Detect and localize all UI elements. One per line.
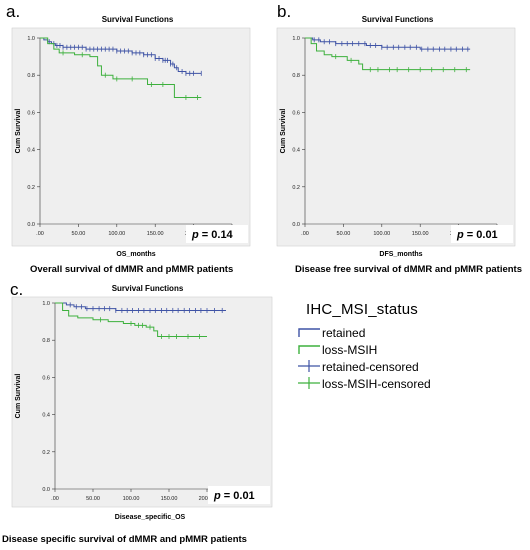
p-value-box (451, 225, 513, 243)
y-tick-label: 0.4 (27, 148, 35, 154)
panel-b: b. Survival Functions .00 50.00 100.00 150.… (265, 0, 530, 275)
legend-label: loss-MSIH (322, 343, 378, 357)
legend-step-line (298, 328, 320, 337)
series-line-loss-MSIH (55, 302, 207, 337)
panel-letter: a. (6, 2, 21, 21)
x-tick-label: 150.00 (147, 231, 164, 237)
y-tick-label: 0.0 (27, 222, 35, 228)
legend-censor-swatch (298, 360, 320, 372)
legend-title: IHC_MSI_status (306, 301, 419, 318)
legend-label: loss-MSIH-censored (322, 377, 431, 391)
x-axis-label: DFS_months (379, 251, 422, 258)
y-axis-label: Cum Survival (15, 109, 22, 154)
y-tick-label: 0.0 (292, 222, 300, 228)
panel-a: a. Survival Functions .00 50.00 100.00 150.… (0, 0, 265, 275)
x-tick-label: 50.00 (337, 231, 351, 237)
p-value-box (208, 486, 270, 504)
y-tick-label: 0.0 (42, 487, 50, 493)
chart-caption: Disease free survival of dMMR and pMMR p… (295, 264, 522, 275)
survival-chart-dfs: .0050.00100.00150.00200.00250.000.00.20.… (276, 27, 516, 258)
y-tick-label: 0.2 (27, 185, 35, 191)
legend: IHC_MSI_status retained loss-MSIH retained… (298, 301, 488, 411)
p-value-box (186, 225, 248, 243)
x-axis-label: Disease_specific_OS (115, 514, 186, 521)
x-tick-label: 50.00 (72, 231, 86, 237)
y-tick-label: 0.8 (27, 73, 35, 79)
y-tick-label: 0.8 (292, 73, 300, 79)
y-axis-label: Cum Survival (15, 374, 22, 419)
plot-background (276, 27, 516, 247)
legend-item-loss-MSIH: loss-MSIH (298, 341, 488, 358)
plot-background (11, 27, 251, 247)
y-tick-label: 0.6 (27, 110, 35, 116)
panel-letter: b. (277, 2, 292, 21)
legend-item-retained: retained (298, 324, 488, 341)
legend-line-swatch (298, 328, 320, 337)
panel-letter: c. (10, 280, 24, 299)
panel-c: c. Survival Functions .00 50.00 100.00 150.… (0, 280, 290, 550)
legend-censor-swatch (298, 377, 320, 389)
legend-line-swatch (298, 345, 320, 354)
x-tick-label: 100.00 (123, 496, 140, 502)
chart-title: Survival Functions (111, 284, 184, 293)
y-tick-label: 1.0 (42, 301, 50, 307)
p-value-text: p = 0.01 (213, 490, 255, 502)
chart-caption: Disease specific survival of dMMR and pM… (2, 534, 247, 545)
x-tick-label: 50.00 (86, 496, 100, 502)
legend-item-retained-censored: retained-censored (298, 358, 488, 375)
survival-chart-os: .0050.00100.00150.00200.00250.000.00.20.… (11, 27, 251, 258)
chart-caption: Overall survival of dMMR and pMMR patien… (30, 264, 234, 275)
x-axis-label: OS_months (116, 251, 155, 258)
y-tick-label: 0.2 (42, 450, 50, 456)
plot-background (11, 296, 273, 508)
chart-title: Survival Functions (361, 15, 434, 24)
x-tick-label: .00 (36, 231, 44, 237)
x-tick-label: 100.00 (108, 231, 125, 237)
legend-step-line (298, 345, 320, 354)
x-tick-label: 100.00 (373, 231, 390, 237)
p-value-text: p = 0.14 (191, 229, 234, 241)
y-tick-label: 0.8 (42, 338, 50, 344)
y-tick-label: 0.6 (292, 110, 300, 116)
y-tick-label: 1.0 (292, 36, 300, 42)
y-tick-label: 1.0 (27, 36, 35, 42)
x-tick-label: 150.00 (412, 231, 429, 237)
y-tick-label: 0.4 (292, 148, 300, 154)
p-value-text: p = 0.01 (456, 229, 498, 241)
legend-label: retained (322, 326, 366, 340)
y-tick-label: 0.4 (42, 413, 50, 419)
series-line-loss-MSIH (305, 37, 471, 71)
legend-item-loss-MSIH-censored: loss-MSIH-censored (298, 375, 488, 392)
x-tick-label: .00 (301, 231, 309, 237)
y-axis-label: Cum Survival (280, 109, 287, 154)
survival-chart-dss: .0050.00100.00150.00200.00250.000.00.20.… (11, 296, 273, 521)
x-tick-label: 150.00 (161, 496, 178, 502)
x-tick-label: 200.00 (199, 496, 216, 502)
y-tick-label: 0.2 (292, 185, 300, 191)
x-tick-label: .00 (51, 496, 59, 502)
chart-title: Survival Functions (101, 15, 174, 24)
legend-label: retained-censored (322, 360, 419, 374)
y-tick-label: 0.6 (42, 375, 50, 381)
